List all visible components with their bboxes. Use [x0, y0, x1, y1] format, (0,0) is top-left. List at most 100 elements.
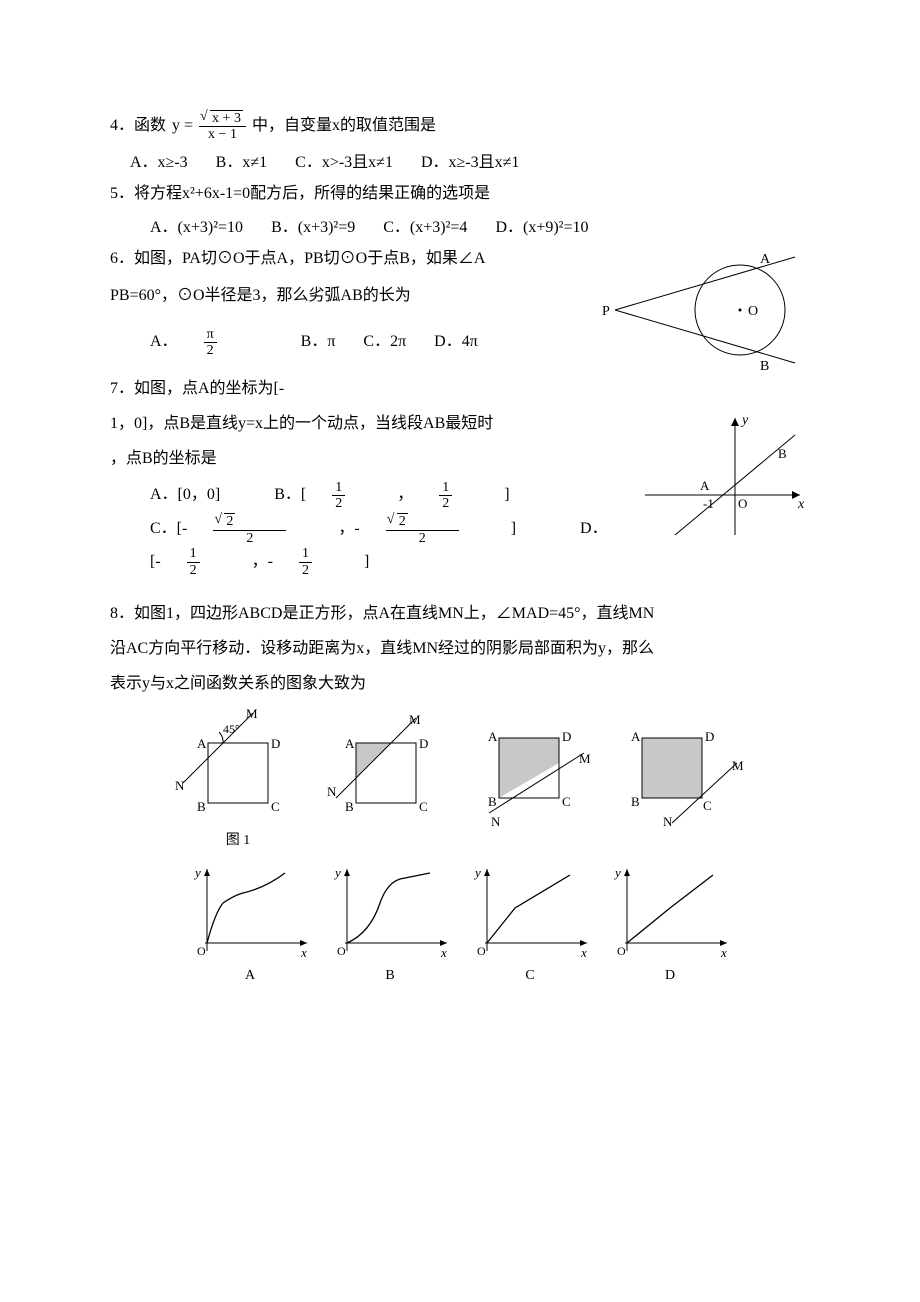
question-7: 1，0]，点B是直线y=x上的一个动点，当线段AB最短时 ，点B的坐标是 A．[…: [110, 410, 810, 580]
q4-numerator: x + 3: [210, 110, 243, 126]
axis-label-x: x: [797, 497, 805, 512]
sq-label-B: B: [488, 794, 497, 809]
q4-suffix: 中，自变量x的取值范围是: [252, 117, 436, 134]
sq-label-A: A: [197, 736, 207, 751]
q7-optB-post: ]: [500, 486, 509, 503]
q6-optA-label: A．: [150, 333, 178, 350]
fig-label-A: A: [700, 478, 710, 493]
q4-options: A．x≥-3 B．x≠1 C．x>-3且x≠1 D．x≥-3且x≠1: [110, 149, 810, 178]
graph-label-C: C: [465, 963, 595, 988]
q4-optD: D．x≥-3且x≠1: [421, 154, 519, 171]
fig-label-B: B: [760, 359, 769, 374]
q7-optD-n1: 1: [187, 546, 200, 562]
q7-optC-mid: ，-: [334, 520, 359, 537]
coordinate-plane-diagram: x y A -1 O B: [640, 410, 810, 540]
q8-line1: 8．如图1，四边形ABCD是正方形，点A在直线MN上，∠MAD=45°，直线MN: [110, 600, 810, 629]
q8-line3: 表示y与x之间函数关系的图象大致为: [110, 670, 810, 699]
sq-label-D: D: [271, 736, 280, 751]
fig-label-A: A: [760, 252, 771, 267]
q6-optA-frac: π2: [204, 327, 241, 359]
q7-optC-n1: 2: [224, 513, 235, 529]
q6-options: A．π2 B．π C．2π D．4π: [110, 327, 590, 359]
q6-optA-num: π: [204, 327, 217, 343]
q8-squares-row: 45° A D B C M N 图 1 A D B C M N A: [110, 708, 810, 853]
sq-label-B: B: [345, 799, 354, 814]
q7-options-row2: C．[-22 ，-22 ] D．[-12 ，-12 ]: [110, 513, 630, 578]
q7-optC: C．[-22 ，-22 ]: [150, 520, 544, 537]
q7-optB-pre: B．[: [274, 486, 306, 503]
q4-optC: C．x>-3且x≠1: [295, 154, 393, 171]
q6-figure: P A B O: [600, 245, 810, 375]
q7-optC-post: ]: [507, 520, 516, 537]
q8-graph-D: O x y D: [605, 863, 735, 988]
axis-y: y: [333, 865, 341, 880]
q7-line3: ，点B的坐标是: [110, 445, 630, 474]
q6-optB: B．π: [301, 333, 336, 350]
q4-optB: B．x≠1: [216, 154, 267, 171]
fig-label-P: P: [602, 304, 610, 319]
sq-label-M: M: [579, 751, 591, 766]
axis-y: y: [613, 865, 621, 880]
q8-fig2: A D B C M N: [321, 708, 451, 853]
q7-optD-d1: 2: [187, 563, 200, 578]
q8-line2: 沿AC方向平行移动．设移动距离为x，直线MN经过的阴影局部面积为y，那么: [110, 635, 810, 664]
q7-optD-post: ]: [360, 553, 369, 570]
sq-label-D: D: [705, 729, 714, 744]
fig-label-O: O: [738, 496, 747, 511]
q7-optC-d2: 2: [386, 531, 459, 546]
fig1-caption: 图 1: [173, 828, 303, 853]
q5-optC: C．(x+3)²=4: [383, 219, 467, 236]
q7-optB-n1: 1: [332, 480, 345, 496]
q7-optB: B．[12 ，12 ]: [274, 486, 533, 503]
q8-fig1: 45° A D B C M N 图 1: [173, 708, 303, 853]
fig-label-O: O: [748, 304, 758, 319]
origin-label: O: [477, 944, 486, 958]
graph-label-A: A: [185, 963, 315, 988]
axis-x: x: [440, 945, 447, 960]
q7-optC-n2: 2: [397, 513, 408, 529]
q6-optA-den: 2: [204, 343, 217, 358]
q8-fig3: A D B C M N: [469, 708, 599, 853]
q7-optD-mid: ，-: [248, 553, 273, 570]
sq-label-A: A: [345, 736, 355, 751]
q4-fraction: x + 3 x − 1: [199, 110, 246, 143]
sqrt-icon: 2: [216, 513, 259, 529]
sq-label-C: C: [419, 799, 428, 814]
q8-graph-C: O x y C: [465, 863, 595, 988]
q7-optC-pre: C．[-: [150, 520, 187, 537]
q4-prefix: 4．函数: [110, 117, 166, 134]
origin-label: O: [337, 944, 346, 958]
axis-y: y: [193, 865, 201, 880]
question-8: 8．如图1，四边形ABCD是正方形，点A在直线MN上，∠MAD=45°，直线MN…: [110, 600, 810, 698]
q5-optB: B．(x+3)²=9: [271, 219, 355, 236]
sq-label-D: D: [419, 736, 428, 751]
axis-label-y: y: [740, 413, 749, 428]
axis-x: x: [720, 945, 727, 960]
q5-optA: A．(x+3)²=10: [150, 219, 243, 236]
sqrt-icon: x + 3: [202, 110, 243, 126]
sq-label-B: B: [197, 799, 206, 814]
q8-graphs-row: O x y A O x y B O x y C: [110, 863, 810, 988]
sq-label-N: N: [491, 814, 501, 828]
sq-label-M: M: [246, 708, 258, 721]
q7-figure: x y A -1 O B: [640, 410, 810, 540]
axis-x: x: [580, 945, 587, 960]
sq-label-A: A: [488, 729, 498, 744]
q6-line1: 6．如图，PA切⊙O于点A，PB切⊙O于点B，如果∠A: [110, 245, 590, 274]
q8-graph-B: O x y B: [325, 863, 455, 988]
origin-label: O: [617, 944, 626, 958]
sq-label-M: M: [732, 758, 744, 773]
origin-label: O: [197, 944, 206, 958]
sq-label-A: A: [631, 729, 641, 744]
q7-optB-d2: 2: [439, 496, 452, 511]
q6-optC: C．2π: [363, 333, 406, 350]
sq-label-N: N: [175, 778, 185, 793]
sq-label-C: C: [703, 798, 712, 813]
q4-y: y =: [172, 117, 193, 134]
q8-fig4: A D B C M N: [617, 708, 747, 853]
sq-label-B: B: [631, 794, 640, 809]
q7-optB-d1: 2: [332, 496, 345, 511]
q7-optB-n2: 1: [439, 480, 452, 496]
axis-y: y: [473, 865, 481, 880]
axis-x: x: [300, 945, 307, 960]
